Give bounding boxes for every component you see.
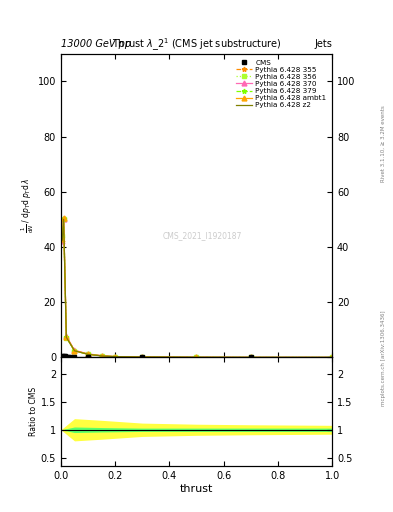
Text: CMS_2021_I1920187: CMS_2021_I1920187 [162, 231, 242, 241]
Pythia 6.428 ambt1 [60, 236, 64, 242]
Pythia 6.428 z2 [248, 354, 253, 360]
Pythia 6.428 z2 [99, 353, 104, 359]
Pythia 6.428 356 [248, 354, 253, 360]
Text: mcplots.cern.ch [arXiv:1306.3436]: mcplots.cern.ch [arXiv:1306.3436] [381, 311, 386, 406]
Pythia 6.428 ambt1 [86, 351, 90, 357]
Pythia 6.428 379 [194, 354, 199, 360]
Pythia 6.428 356 [99, 353, 104, 359]
Pythia 6.428 ambt1 [194, 354, 199, 360]
Pythia 6.428 356 [113, 354, 118, 360]
Pythia 6.428 ambt1 [140, 354, 145, 360]
Y-axis label: $\frac{1}{\mathrm{d}N}$ / $\mathrm{d}p_T \mathrm{d}\,p_T \mathrm{d}\,\lambda$: $\frac{1}{\mathrm{d}N}$ / $\mathrm{d}p_T… [20, 178, 36, 233]
Line: Pythia 6.428 379: Pythia 6.428 379 [60, 217, 334, 360]
Text: 13000 GeV pp: 13000 GeV pp [61, 38, 131, 49]
Pythia 6.428 z2 [113, 354, 118, 360]
Pythia 6.428 370 [194, 354, 199, 360]
Pythia 6.428 379 [248, 354, 253, 360]
Line: Pythia 6.428 ambt1: Pythia 6.428 ambt1 [60, 216, 334, 360]
Pythia 6.428 355 [72, 348, 77, 354]
Pythia 6.428 ambt1 [99, 353, 104, 359]
CMS [86, 354, 90, 360]
Pythia 6.428 356 [61, 217, 66, 223]
Line: Pythia 6.428 370: Pythia 6.428 370 [60, 216, 334, 360]
Pythia 6.428 355 [60, 236, 64, 242]
Y-axis label: Ratio to CMS: Ratio to CMS [29, 387, 38, 436]
Pythia 6.428 370 [64, 333, 69, 339]
Pythia 6.428 ambt1 [64, 334, 69, 340]
Pythia 6.428 370 [72, 347, 77, 353]
CMS [62, 353, 67, 359]
Pythia 6.428 370 [140, 354, 145, 360]
Pythia 6.428 355 [248, 354, 253, 360]
Pythia 6.428 356 [86, 351, 90, 357]
Pythia 6.428 z2 [86, 351, 90, 357]
Pythia 6.428 356 [194, 354, 199, 360]
Pythia 6.428 379 [72, 348, 77, 354]
Pythia 6.428 ambt1 [330, 354, 334, 360]
Title: Thrust $\lambda\_2^1$ (CMS jet substructure): Thrust $\lambda\_2^1$ (CMS jet substruct… [112, 36, 281, 53]
Pythia 6.428 379 [61, 216, 66, 222]
Line: Pythia 6.428 355: Pythia 6.428 355 [60, 216, 334, 360]
Legend: CMS, Pythia 6.428 355, Pythia 6.428 356, Pythia 6.428 370, Pythia 6.428 379, Pyt: CMS, Pythia 6.428 355, Pythia 6.428 356,… [234, 57, 329, 111]
CMS [60, 353, 64, 359]
CMS [140, 354, 145, 360]
Pythia 6.428 370 [330, 354, 334, 360]
Pythia 6.428 355 [113, 354, 118, 360]
Line: CMS: CMS [60, 354, 253, 359]
Pythia 6.428 356 [60, 233, 64, 239]
Pythia 6.428 370 [248, 354, 253, 360]
Pythia 6.428 355 [61, 215, 66, 221]
Pythia 6.428 ambt1 [72, 348, 77, 354]
Pythia 6.428 355 [86, 351, 90, 357]
Pythia 6.428 355 [194, 354, 199, 360]
Pythia 6.428 z2 [194, 354, 199, 360]
CMS [65, 354, 70, 360]
Pythia 6.428 379 [64, 334, 69, 340]
Pythia 6.428 ambt1 [61, 215, 66, 221]
Pythia 6.428 z2 [60, 237, 64, 243]
Pythia 6.428 379 [113, 354, 118, 360]
Pythia 6.428 370 [61, 216, 66, 222]
Pythia 6.428 355 [99, 353, 104, 359]
Pythia 6.428 z2 [61, 217, 66, 223]
X-axis label: thrust: thrust [180, 483, 213, 494]
Line: Pythia 6.428 356: Pythia 6.428 356 [60, 217, 334, 360]
Pythia 6.428 370 [60, 239, 64, 245]
Pythia 6.428 356 [72, 348, 77, 354]
Pythia 6.428 379 [86, 351, 90, 357]
Pythia 6.428 379 [330, 354, 334, 360]
Pythia 6.428 356 [140, 354, 145, 360]
Pythia 6.428 356 [330, 354, 334, 360]
Pythia 6.428 z2 [72, 348, 77, 354]
Line: Pythia 6.428 z2: Pythia 6.428 z2 [62, 220, 332, 357]
Pythia 6.428 z2 [64, 334, 69, 340]
Pythia 6.428 370 [86, 351, 90, 357]
CMS [248, 354, 253, 360]
Pythia 6.428 356 [64, 335, 69, 341]
Pythia 6.428 ambt1 [248, 354, 253, 360]
Pythia 6.428 379 [60, 234, 64, 241]
CMS [64, 354, 69, 360]
Pythia 6.428 379 [99, 353, 104, 359]
Pythia 6.428 370 [113, 353, 118, 359]
Text: Jets: Jets [314, 38, 332, 49]
Pythia 6.428 370 [99, 353, 104, 359]
Pythia 6.428 355 [330, 354, 334, 360]
Pythia 6.428 ambt1 [113, 354, 118, 360]
Text: Rivet 3.1.10, ≥ 3.2M events: Rivet 3.1.10, ≥ 3.2M events [381, 105, 386, 182]
CMS [72, 354, 77, 360]
CMS [61, 353, 66, 359]
Pythia 6.428 379 [140, 354, 145, 360]
Pythia 6.428 355 [64, 334, 69, 340]
Pythia 6.428 z2 [140, 354, 145, 360]
Pythia 6.428 355 [140, 354, 145, 360]
CMS [68, 354, 73, 360]
Pythia 6.428 z2 [330, 354, 334, 360]
